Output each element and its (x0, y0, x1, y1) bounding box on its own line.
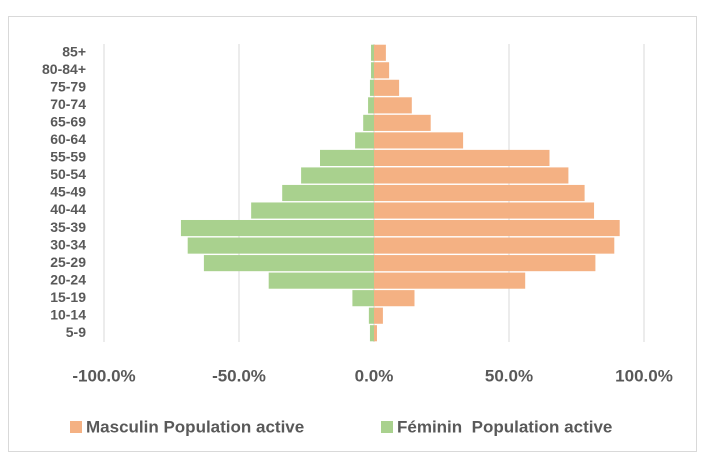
bar (369, 325, 374, 342)
x-tick-label: -100.0% (72, 366, 135, 385)
y-tick-label: 70-74 (50, 96, 86, 112)
bar (363, 114, 374, 131)
bar (374, 79, 400, 96)
y-tick-label: 25-29 (50, 254, 86, 270)
x-tick-label: 50.0% (485, 366, 533, 385)
x-tick-label: 0.0% (355, 366, 394, 385)
bar (251, 202, 374, 219)
bar (282, 184, 374, 202)
y-tick-label: 80-84+ (42, 61, 86, 77)
bar (187, 237, 374, 254)
bar (371, 44, 374, 61)
y-tick-label: 5-9 (66, 324, 86, 340)
bar (374, 44, 386, 61)
bar (203, 255, 374, 272)
legend-swatch (381, 421, 393, 433)
bar (374, 167, 569, 184)
bar (374, 149, 550, 167)
y-tick-label: 40-44 (50, 201, 86, 217)
bar (374, 97, 412, 114)
bar (180, 219, 374, 237)
bar (371, 62, 374, 79)
x-tick-label: 100.0% (615, 366, 673, 385)
legend-swatch (70, 421, 82, 433)
y-tick-label: 75-79 (50, 79, 86, 95)
bar (355, 132, 374, 149)
bar (374, 255, 596, 272)
y-tick-label: 65-69 (50, 114, 86, 130)
bar (301, 167, 374, 184)
legend-label: Féminin Population active (397, 417, 612, 436)
bar (374, 325, 377, 342)
y-tick-label: 15-19 (50, 289, 86, 305)
y-tick-label: 50-54 (50, 166, 86, 182)
bar (268, 272, 374, 289)
y-tick-label: 20-24 (50, 271, 86, 287)
bar (368, 97, 374, 114)
bar (369, 79, 374, 96)
bar (374, 272, 526, 289)
bar (368, 307, 374, 324)
bar (320, 149, 374, 167)
bar (374, 184, 585, 202)
bar (374, 62, 390, 79)
legend-label: Masculin Population active (86, 417, 304, 436)
x-tick-label: -50.0% (212, 366, 266, 385)
bar (374, 219, 620, 237)
y-tick-label: 35-39 (50, 219, 86, 235)
y-tick-label: 30-34 (50, 236, 86, 252)
bar (374, 307, 383, 324)
bar (374, 290, 415, 307)
y-tick-label: 45-49 (50, 184, 86, 200)
y-tick-label: 10-14 (50, 306, 86, 322)
y-tick-label: 85+ (62, 43, 86, 59)
bar (374, 202, 595, 219)
bar (374, 132, 464, 149)
y-tick-label: 55-59 (50, 149, 86, 165)
bar (374, 237, 615, 254)
bar (352, 290, 374, 307)
y-tick-label: 60-64 (50, 131, 86, 147)
bar (374, 114, 431, 131)
